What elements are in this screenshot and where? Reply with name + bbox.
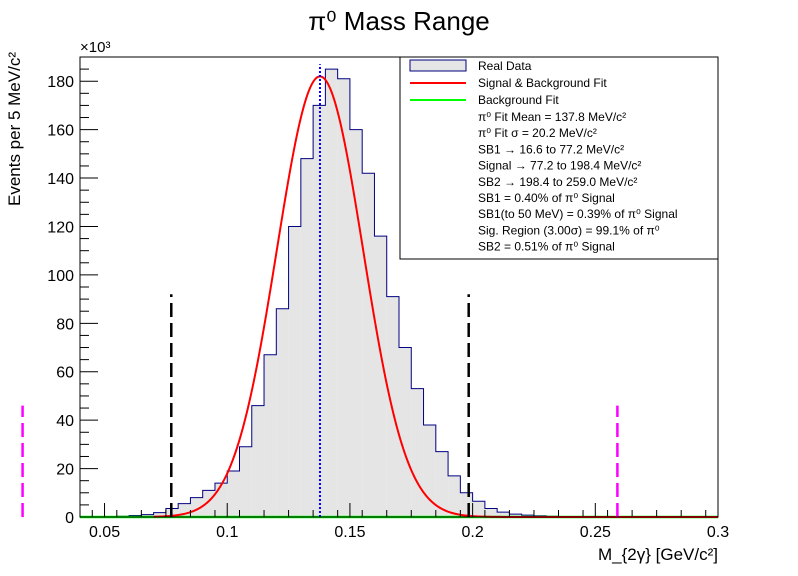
hist-bin bbox=[337, 78, 350, 517]
x-tick-label: 0.3 bbox=[707, 524, 729, 541]
legend-info-line: SB2 → 198.4 to 259.0 MeV/c² bbox=[478, 175, 637, 189]
histogram bbox=[91, 68, 718, 518]
hist-bin bbox=[411, 388, 424, 517]
legend-info-line: Sig. Region (3.00σ) = 99.1% of π⁰ bbox=[478, 223, 660, 237]
legend-info-line: SB1 = 0.40% of π⁰ Signal bbox=[478, 191, 615, 205]
y-axis-multiplier: ×10³ bbox=[80, 39, 110, 56]
y-tick-label: 40 bbox=[56, 413, 74, 430]
x-tick-label: 0.2 bbox=[461, 524, 483, 541]
hist-bin bbox=[153, 512, 166, 517]
y-tick-label: 20 bbox=[56, 462, 74, 479]
axes: 0.05 0.1 0.15 0.2 0.25 0.3 0 20 40 60 80 100 120 140 1… bbox=[47, 56, 729, 541]
x-tick-label: 0.05 bbox=[89, 524, 120, 541]
legend-info-line: π⁰ Fit Mean = 137.8 MeV/c² bbox=[478, 110, 626, 124]
y-tick-label: 120 bbox=[47, 219, 74, 236]
hist-bin bbox=[497, 512, 510, 517]
hist-bin bbox=[214, 483, 228, 517]
legend-frame bbox=[399, 56, 719, 260]
hist-bin bbox=[276, 308, 289, 517]
marker-lines bbox=[21, 64, 619, 517]
legend-entry-label: Signal & Background Fit bbox=[478, 76, 607, 90]
hist-bin bbox=[460, 492, 473, 517]
hist-bin bbox=[484, 508, 498, 517]
hist-bin bbox=[374, 236, 387, 517]
legend-info-line: π⁰ Fit σ = 20.2 MeV/c² bbox=[478, 126, 597, 140]
legend-entry-label: Background Fit bbox=[478, 93, 559, 107]
legend-info-line: SB1(to 50 MeV) = 0.39% of π⁰ Signal bbox=[478, 207, 678, 221]
hist-bin bbox=[448, 475, 461, 517]
hist-bin bbox=[190, 497, 203, 517]
hist-bin bbox=[349, 129, 363, 517]
y-tick-label: 140 bbox=[47, 171, 74, 188]
y-tick-label: 160 bbox=[47, 123, 74, 140]
y-tick-label: 60 bbox=[56, 365, 74, 382]
hist-bin bbox=[435, 451, 449, 517]
y-tick-label: 80 bbox=[56, 316, 74, 333]
y-axis-label: Events per 5 MeV/c² bbox=[5, 52, 24, 206]
legend-swatch-real-data bbox=[409, 59, 467, 72]
hist-bin bbox=[325, 69, 338, 518]
legend-info-line: SB2 = 0.51% of π⁰ Signal bbox=[478, 240, 615, 254]
hist-bin bbox=[386, 296, 399, 517]
hist-bin bbox=[264, 354, 277, 517]
hist-bin bbox=[300, 158, 314, 517]
chart-title: π⁰ Mass Range bbox=[308, 6, 490, 36]
hist-bin bbox=[227, 471, 240, 517]
hist-bin bbox=[362, 173, 375, 518]
hist-bin bbox=[472, 501, 485, 517]
legend-entry-label: Real Data bbox=[478, 59, 532, 73]
hist-bin bbox=[288, 226, 301, 517]
legend: Real Data Signal & Background Fit Backgrou… bbox=[399, 56, 719, 260]
hist-bin bbox=[251, 405, 265, 517]
y-tick-label: 0 bbox=[65, 510, 74, 527]
hist-bin bbox=[399, 347, 412, 517]
y-tick-label: 180 bbox=[47, 74, 74, 91]
y-tick-label: 100 bbox=[47, 268, 74, 285]
legend-info-line: Signal → 77.2 to 198.4 MeV/c² bbox=[478, 159, 641, 173]
x-tick-label: 0.1 bbox=[216, 524, 238, 541]
hist-bin bbox=[239, 446, 252, 517]
legend-info-line: SB1 → 16.6 to 77.2 MeV/c² bbox=[478, 142, 624, 156]
x-tick-label: 0.25 bbox=[580, 524, 611, 541]
hist-bin bbox=[423, 425, 436, 517]
x-axis-label: M_{2γ} [GeV/c²] bbox=[598, 545, 718, 564]
x-tick-label: 0.15 bbox=[334, 524, 365, 541]
hist-bin bbox=[509, 514, 522, 517]
